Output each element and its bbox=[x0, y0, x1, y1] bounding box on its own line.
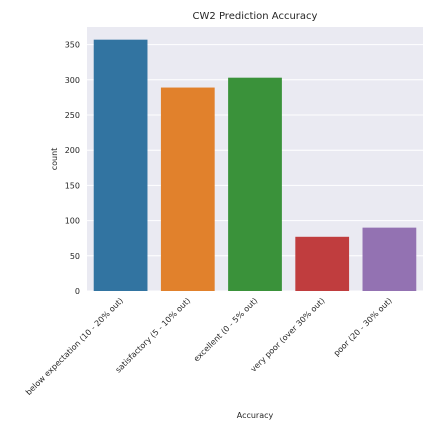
x-tick-label: satisfactory (5 - 10% out) bbox=[114, 296, 193, 375]
bar bbox=[160, 87, 215, 291]
y-tick-label: 350 bbox=[65, 41, 80, 50]
y-tick-label: 200 bbox=[65, 146, 80, 155]
bar bbox=[93, 39, 148, 292]
x-ticks: below expectation (10 - 20% out)satisfac… bbox=[24, 296, 394, 397]
x-tick-label: poor (20 - 30% out) bbox=[332, 296, 394, 358]
bar bbox=[362, 227, 417, 291]
bar bbox=[228, 77, 282, 291]
bars bbox=[93, 39, 417, 292]
x-tick-label: very poor (over 30% out) bbox=[249, 296, 327, 374]
x-axis-label: Accuracy bbox=[237, 411, 274, 420]
y-ticks: 0 50 100 150 200 250 300 350 bbox=[65, 41, 80, 296]
y-tick-label: 0 bbox=[75, 287, 80, 296]
chart-title: CW2 Prediction Accuracy bbox=[193, 11, 318, 22]
bar bbox=[295, 236, 350, 291]
x-tick-label: excellent (0 - 5% out) bbox=[192, 296, 259, 363]
y-tick-label: 300 bbox=[65, 76, 80, 85]
y-tick-label: 50 bbox=[70, 252, 80, 261]
y-tick-label: 250 bbox=[65, 111, 80, 120]
x-tick-label: below expectation (10 - 20% out) bbox=[24, 296, 125, 397]
y-tick-label: 100 bbox=[65, 217, 80, 226]
y-tick-label: 150 bbox=[65, 181, 80, 190]
y-axis-label: count bbox=[50, 148, 59, 171]
